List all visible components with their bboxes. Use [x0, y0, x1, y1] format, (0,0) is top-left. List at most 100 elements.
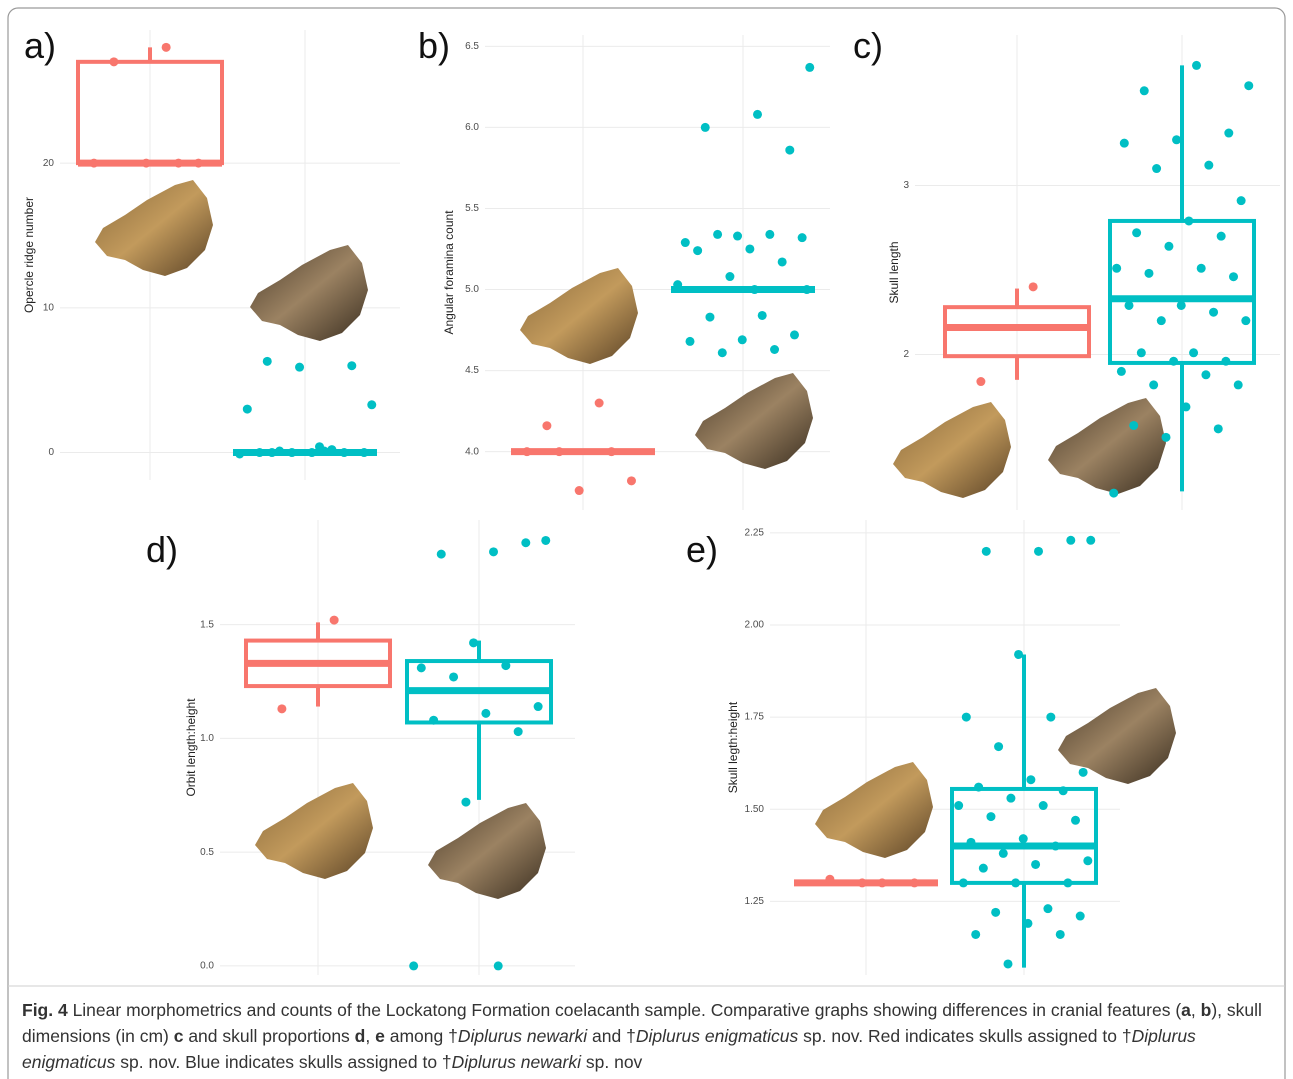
- caption-text: e: [375, 1026, 385, 1046]
- data-point: [750, 285, 759, 294]
- figure-caption: Fig. 4 Linear morphometrics and counts o…: [22, 997, 1272, 1075]
- caption-text: and skull proportions: [183, 1026, 354, 1046]
- data-point: [745, 244, 754, 253]
- data-point: [307, 448, 316, 457]
- data-point: [825, 875, 834, 884]
- data-point: [263, 357, 272, 366]
- data-point: [1059, 786, 1068, 795]
- caption-text: a: [1181, 1000, 1191, 1020]
- y-tick-label: 20: [43, 158, 55, 169]
- data-point: [437, 550, 446, 559]
- data-point: [1189, 348, 1198, 357]
- data-point: [1019, 834, 1028, 843]
- data-point: [681, 238, 690, 247]
- y-tick-label: 6.5: [465, 41, 479, 52]
- y-tick-label: 1.5: [200, 619, 214, 630]
- data-point: [555, 447, 564, 456]
- data-point: [701, 123, 710, 132]
- caption-text: sp. nov. Blue indicates skulls assigned …: [115, 1052, 451, 1072]
- data-point: [347, 361, 356, 370]
- data-point: [805, 63, 814, 72]
- y-tick-label: 0.5: [200, 847, 214, 858]
- caption-text: Diplurus newarki: [458, 1026, 587, 1046]
- data-point: [976, 377, 985, 386]
- y-tick-label: 2: [903, 349, 909, 360]
- data-point: [685, 337, 694, 346]
- data-point: [986, 812, 995, 821]
- data-point: [1132, 228, 1141, 237]
- data-point: [1029, 282, 1038, 291]
- data-point: [1014, 650, 1023, 659]
- data-point: [1241, 316, 1250, 325]
- data-point: [1197, 264, 1206, 273]
- data-point: [785, 146, 794, 155]
- data-point: [595, 399, 604, 408]
- data-point: [1063, 878, 1072, 887]
- data-point: [966, 838, 975, 847]
- data-point: [1023, 919, 1032, 928]
- data-point: [607, 447, 616, 456]
- data-point: [575, 486, 584, 495]
- data-point: [910, 878, 919, 887]
- y-tick-label: 1.25: [745, 896, 765, 907]
- data-point: [1214, 424, 1223, 433]
- data-point: [1164, 242, 1173, 251]
- data-point: [1003, 959, 1012, 968]
- data-point: [954, 801, 963, 810]
- data-point: [1034, 547, 1043, 556]
- data-point: [1124, 301, 1133, 310]
- y-tick-label: 1.50: [745, 804, 765, 815]
- data-point: [878, 878, 887, 887]
- panel-label: e): [686, 529, 718, 570]
- caption-text: Linear morphometrics and counts of the L…: [68, 1000, 1181, 1020]
- data-point: [267, 448, 276, 457]
- data-point: [449, 672, 458, 681]
- data-point: [469, 638, 478, 647]
- data-point: [367, 400, 376, 409]
- data-point: [1161, 433, 1170, 442]
- data-point: [1152, 164, 1161, 173]
- skull-image: [250, 245, 368, 341]
- caption-text: sp. nov. Red indicates skulls assigned t…: [798, 1026, 1131, 1046]
- caption-text: b: [1201, 1000, 1212, 1020]
- data-point: [330, 616, 339, 625]
- data-point: [162, 43, 171, 52]
- data-point: [1157, 316, 1166, 325]
- data-point: [718, 348, 727, 357]
- data-point: [1184, 216, 1193, 225]
- caption-text: Diplurus enigmaticus: [636, 1026, 798, 1046]
- data-point: [1237, 196, 1246, 205]
- skull-image: [815, 762, 933, 858]
- data-point: [1177, 301, 1186, 310]
- data-point: [109, 57, 118, 66]
- data-point: [1224, 129, 1233, 138]
- data-point: [514, 727, 523, 736]
- data-point: [521, 538, 530, 547]
- data-point: [1026, 775, 1035, 784]
- data-point: [541, 536, 550, 545]
- data-point: [255, 448, 264, 457]
- y-tick-label: 1.75: [745, 712, 765, 723]
- data-point: [994, 742, 1003, 751]
- y-tick-label: 4.5: [465, 365, 479, 376]
- data-point: [1244, 81, 1253, 90]
- data-point: [174, 159, 183, 168]
- data-point: [194, 159, 203, 168]
- data-point: [705, 313, 714, 322]
- data-point: [1137, 348, 1146, 357]
- data-point: [758, 311, 767, 320]
- data-point: [1149, 380, 1158, 389]
- data-point: [1217, 232, 1226, 241]
- caption-text: ,: [365, 1026, 375, 1046]
- data-point: [417, 663, 426, 672]
- data-point: [320, 447, 329, 456]
- data-point: [1221, 357, 1230, 366]
- caption-text: sp. nov: [581, 1052, 642, 1072]
- data-point: [275, 447, 284, 456]
- data-point: [765, 230, 774, 239]
- data-point: [778, 257, 787, 266]
- data-point: [481, 709, 490, 718]
- y-tick-label: 10: [43, 302, 55, 313]
- y-tick-label: 3: [903, 180, 909, 191]
- data-point: [235, 449, 244, 458]
